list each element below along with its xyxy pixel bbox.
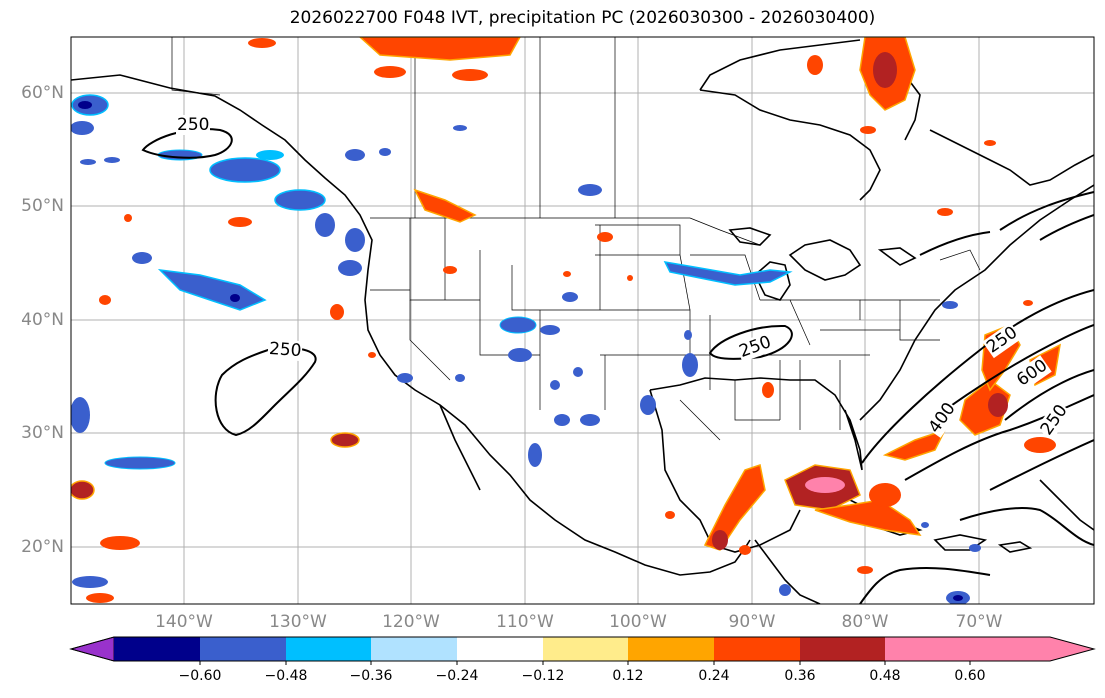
lon-tick-label: 80°W xyxy=(841,612,889,632)
colorbar-bin xyxy=(286,637,371,661)
lat-tick-label: 20°N xyxy=(21,537,64,557)
map-frame xyxy=(70,36,1095,605)
coastlines xyxy=(71,39,1094,604)
colorbar-bin xyxy=(457,637,543,661)
ivt-contours xyxy=(141,128,1094,604)
colorbar-bin xyxy=(800,637,885,661)
colorbar-bin xyxy=(714,637,800,661)
lon-tick-label: 90°W xyxy=(728,612,776,632)
map-title: 2026022700 F048 IVT, precipitation PC (2… xyxy=(289,8,876,28)
colorbar xyxy=(69,636,1096,665)
colorbar-tick-label: 0.48 xyxy=(869,668,901,684)
colorbar-tick-label: 0.36 xyxy=(784,668,816,684)
colorbar-tick-label: −0.24 xyxy=(435,668,479,684)
colorbar-bin xyxy=(200,637,286,661)
lon-tick-label: 140°W xyxy=(155,612,213,632)
colorbar-tick-label: −0.12 xyxy=(521,668,565,684)
colorbar-tick-label: −0.60 xyxy=(178,668,222,684)
lon-tick-label: 130°W xyxy=(269,612,327,632)
lon-tick-label: 70°W xyxy=(955,612,1003,632)
colorbar-tick-label: −0.48 xyxy=(264,668,308,684)
contour-label: 250 xyxy=(267,338,304,362)
colorbar-bin xyxy=(114,637,200,661)
gridlines xyxy=(71,37,1094,604)
colorbar-tick-label: 0.12 xyxy=(612,668,644,684)
lat-tick-label: 60°N xyxy=(21,83,64,103)
lat-tick-label: 50°N xyxy=(21,196,64,216)
contour-label: 250 xyxy=(176,115,211,135)
colorbar-tick-label: 0.60 xyxy=(954,668,986,684)
colorbar-extend-low xyxy=(69,636,115,662)
colorbar-bin xyxy=(371,637,457,661)
colorbar-tick-label: −0.36 xyxy=(349,668,393,684)
lat-tick-label: 30°N xyxy=(21,423,64,443)
colorbar-bin xyxy=(628,637,714,661)
lon-tick-label: 120°W xyxy=(382,612,440,632)
colorbar-bin xyxy=(543,637,628,661)
state-borders xyxy=(171,37,981,441)
lat-tick-label: 40°N xyxy=(21,310,64,330)
lon-tick-label: 100°W xyxy=(609,612,667,632)
colorbar-tick-label: 0.24 xyxy=(698,668,730,684)
colorbar-extend-high xyxy=(885,637,1094,661)
lon-tick-label: 110°W xyxy=(496,612,554,632)
